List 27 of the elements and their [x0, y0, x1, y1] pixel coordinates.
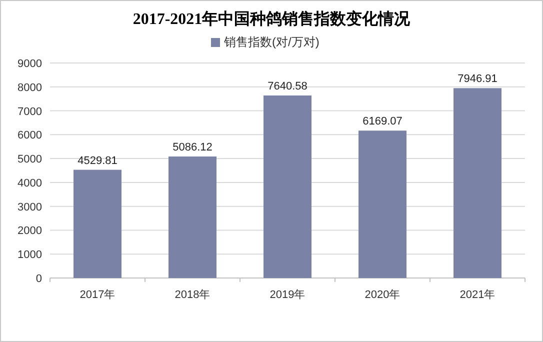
legend-label: 销售指数(对/万对) [223, 35, 320, 49]
y-tick-label: 9000 [18, 58, 42, 70]
x-tick-label: 2019年 [270, 289, 306, 301]
y-tick-label: 3000 [18, 201, 42, 214]
y-tick-label: 4000 [18, 177, 42, 190]
bar [454, 88, 502, 278]
chart-title: 2017-2021年中国种鸽销售指数变化情况 [132, 10, 412, 28]
data-label: 7640.58 [268, 80, 308, 92]
bar [358, 130, 406, 278]
data-label: 4529.81 [78, 154, 118, 167]
data-label: 5086.12 [172, 142, 212, 154]
y-tick-label: 0 [36, 273, 42, 285]
x-tick-label: 2020年 [364, 289, 400, 301]
bar [264, 95, 312, 278]
x-tick-label: 2018年 [174, 289, 210, 301]
y-tick-label: 2000 [18, 225, 42, 238]
bar [74, 170, 122, 278]
data-label: 7946.91 [458, 73, 498, 86]
y-tick-label: 8000 [18, 82, 42, 94]
y-tick-label: 5000 [18, 154, 42, 166]
x-tick-label: 2021年 [460, 289, 496, 301]
y-tick-label: 6000 [18, 130, 42, 142]
y-tick-label: 7000 [18, 106, 42, 118]
data-label: 6169.07 [362, 116, 402, 128]
y-tick-label: 1000 [18, 249, 42, 262]
x-tick-label: 2017年 [80, 289, 116, 301]
bar [168, 156, 216, 278]
